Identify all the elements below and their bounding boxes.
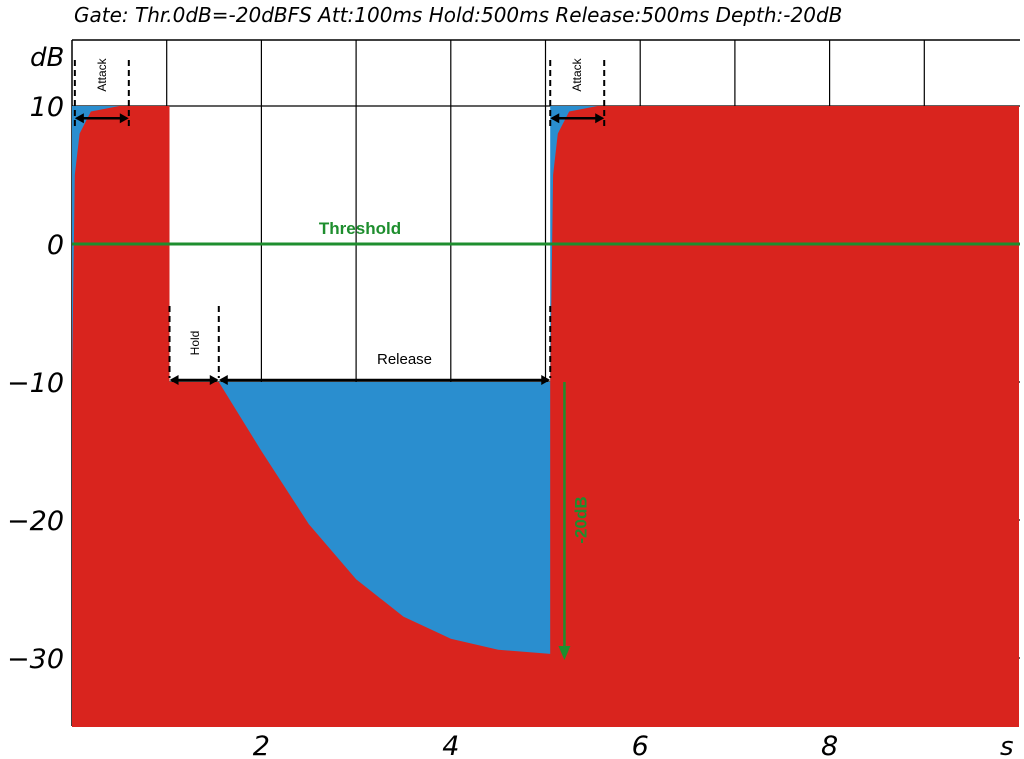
release-arrow — [218, 375, 551, 385]
arrow-head — [550, 113, 560, 124]
arrow-head — [169, 375, 179, 385]
attack-label: Attack — [95, 57, 109, 91]
attack-arrow — [550, 113, 605, 124]
y-tick-label: −10 — [7, 368, 64, 399]
arrow-head — [595, 113, 605, 124]
x-tick-label: 4 — [442, 731, 459, 759]
y-tick-label: −20 — [7, 506, 64, 537]
depth-label: -20dB — [571, 496, 590, 543]
arrow-head — [74, 113, 84, 124]
depth-annotation: -20dB — [558, 382, 590, 660]
arrow-head — [209, 375, 219, 385]
signal-areas — [72, 106, 1019, 727]
threshold-label: Threshold — [319, 219, 401, 238]
tick-labels: 10 0 −10 −20 −30 2 4 6 8 — [7, 92, 838, 759]
hold-annotation: Hold — [168, 306, 220, 385]
x-axis-label: s — [1000, 732, 1014, 759]
release-label: Release — [377, 351, 432, 368]
attack-label: Attack — [570, 57, 584, 91]
threshold-group: Threshold — [72, 219, 1020, 246]
depth-arrow-head — [558, 646, 571, 660]
arrow-head — [541, 375, 551, 385]
arrow-head — [218, 375, 228, 385]
gated-output-area — [72, 106, 1019, 727]
x-tick-label: 6 — [632, 731, 649, 759]
y-tick-label: 0 — [47, 230, 64, 261]
y-tick-label: 10 — [30, 92, 64, 123]
arrow-head — [119, 113, 129, 124]
attack-arrow — [74, 113, 129, 124]
release-annotation: Release — [218, 306, 552, 385]
attack-annotation: Attack — [549, 57, 606, 130]
x-tick-label: 2 — [253, 731, 270, 759]
annotations: Attack Hold Release Attack -20dB — [73, 57, 606, 660]
y-axis-label: dB — [30, 43, 64, 73]
hold-arrow — [169, 375, 219, 385]
attack-annotation: Attack — [73, 57, 130, 130]
x-tick-label: 8 — [821, 731, 838, 759]
hold-label: Hold — [188, 331, 202, 356]
chart-title: Gate: Thr.0dB=-20dBFS Att:100ms Hold:500… — [74, 3, 842, 27]
y-tick-label: −30 — [7, 644, 64, 675]
